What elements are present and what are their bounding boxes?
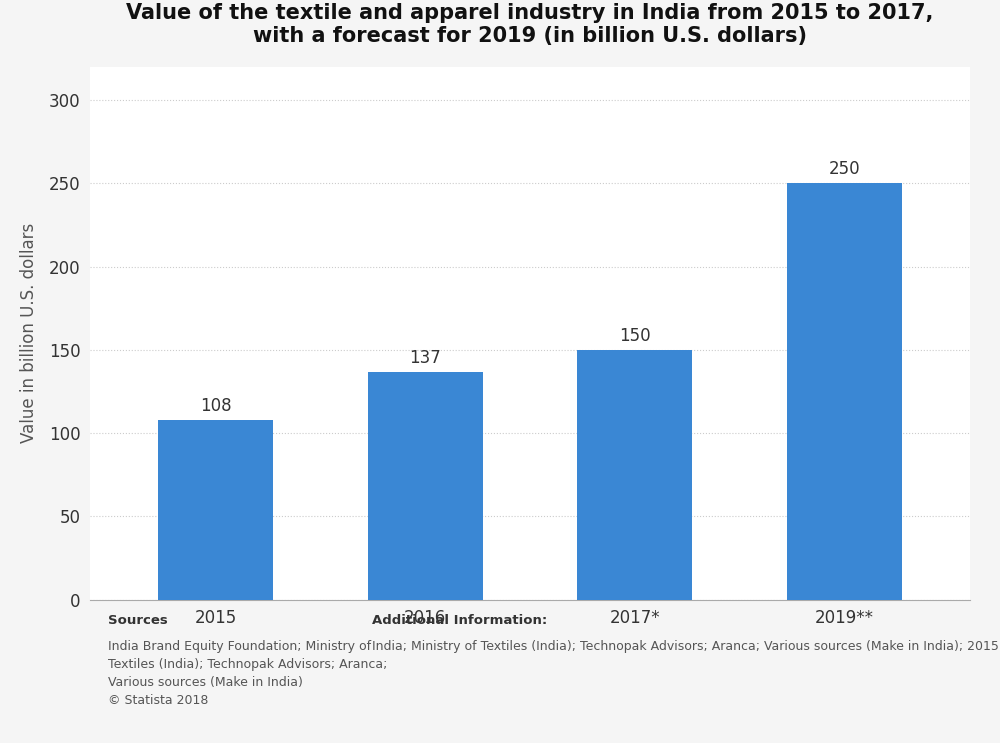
Bar (577, 350, 692, 600)
Text: 108: 108 (200, 397, 232, 415)
Bar (787, 184, 902, 600)
Text: India; Ministry of Textiles (India); Technopak Advisors; Aranca; Various sources: India; Ministry of Textiles (India); Tec… (372, 640, 1000, 653)
Title: Value of the textile and apparel industry in India from 2015 to 2017,
with a for: Value of the textile and apparel industr… (126, 3, 934, 46)
Text: 150: 150 (619, 327, 651, 345)
Bar (158, 420, 273, 600)
Text: 137: 137 (409, 348, 441, 366)
Text: India Brand Equity Foundation; Ministry of
Textiles (India); Technopak Advisors;: India Brand Equity Foundation; Ministry … (108, 640, 387, 707)
Bar (368, 372, 483, 600)
Text: Additional Information:: Additional Information: (372, 614, 547, 627)
Y-axis label: Value in billion U.S. dollars: Value in billion U.S. dollars (20, 223, 38, 444)
Text: 250: 250 (828, 160, 860, 178)
Text: Sources: Sources (108, 614, 167, 627)
